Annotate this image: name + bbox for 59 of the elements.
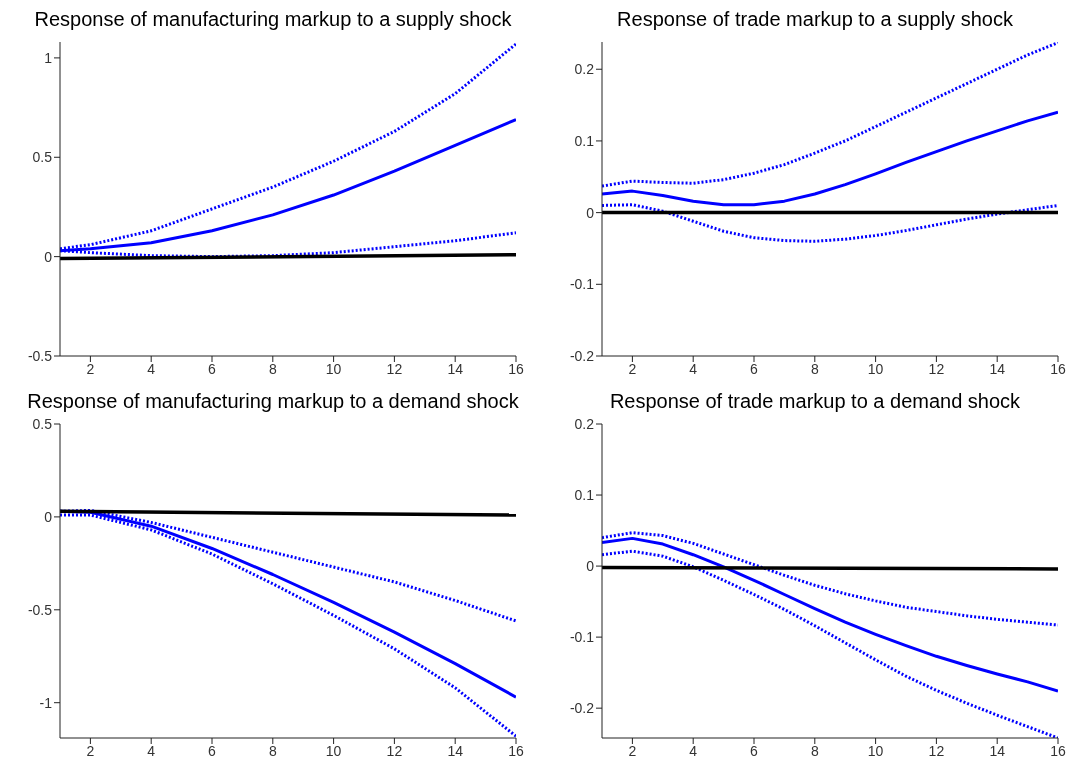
x-tick-label: 4 [147,360,156,377]
y-tick-label: 0.2 [574,61,595,78]
y-tick-label: -0.5 [27,601,53,618]
line-series [602,531,1058,627]
y-tick-label: -0.2 [569,700,595,717]
line-series [602,110,1058,207]
x-tick-label: 12 [386,742,403,759]
x-tick-label: 2 [628,360,637,377]
x-tick-label: 2 [86,360,95,377]
y-tick-label: 0.5 [32,149,53,166]
x-tick-label: 4 [689,742,698,759]
x-tick-label: 6 [750,360,759,377]
x-tick-label: 16 [508,360,524,377]
x-tick-label: 6 [208,360,217,377]
chart-title: Response of manufacturing markup to a supply shock [33,8,513,32]
line-series [602,42,1058,188]
x-tick-label: 14 [447,742,464,759]
x-tick-label: 16 [508,742,524,759]
x-tick-label: 10 [325,360,342,377]
chart-title: Response of manufacturing markup to a demand shock [26,390,520,414]
x-tick-label: 12 [928,742,945,759]
line-series [602,536,1058,693]
y-tick-label: -1 [39,694,53,711]
y-tick-label: 0 [586,204,595,221]
y-tick-label: -0.1 [569,629,595,646]
x-tick-label: 8 [268,742,277,759]
x-tick-label: 16 [1050,360,1066,377]
y-tick-label: 0.1 [574,132,595,149]
x-tick-label: 10 [867,742,884,759]
y-tick-label: -0.5 [27,347,53,364]
y-tick-label: 0 [586,558,595,575]
y-tick-label: 0 [44,508,53,525]
x-tick-label: 16 [1050,742,1066,759]
x-tick-label: 10 [867,360,884,377]
x-tick-label: 14 [447,360,464,377]
y-tick-label: 0.1 [574,487,595,504]
x-tick-label: 8 [268,360,277,377]
x-tick-label: 2 [628,742,637,759]
x-tick-label: 14 [989,360,1006,377]
x-tick-label: 4 [147,742,156,759]
x-tick-label: 8 [810,742,819,759]
chart-title: Response of trade markup to a demand shock [608,390,1022,414]
y-tick-label: -0.1 [569,276,595,293]
x-tick-label: 6 [750,742,759,759]
x-tick-label: 6 [208,742,217,759]
x-tick-label: 12 [928,360,945,377]
x-tick-label: 8 [810,360,819,377]
x-tick-label: 12 [386,360,403,377]
chart-title: Response of trade markup to a supply shock [616,8,1014,32]
y-tick-label: 0.2 [574,415,595,432]
line-series [602,203,1058,243]
y-tick-label: 1 [44,49,53,66]
x-tick-label: 4 [689,360,698,377]
x-tick-label: 14 [989,742,1006,759]
x-tick-label: 2 [86,742,95,759]
x-tick-label: 10 [325,742,342,759]
y-tick-label: 0.5 [32,415,53,432]
y-tick-label: 0 [44,248,53,265]
y-tick-label: -0.2 [569,347,595,364]
